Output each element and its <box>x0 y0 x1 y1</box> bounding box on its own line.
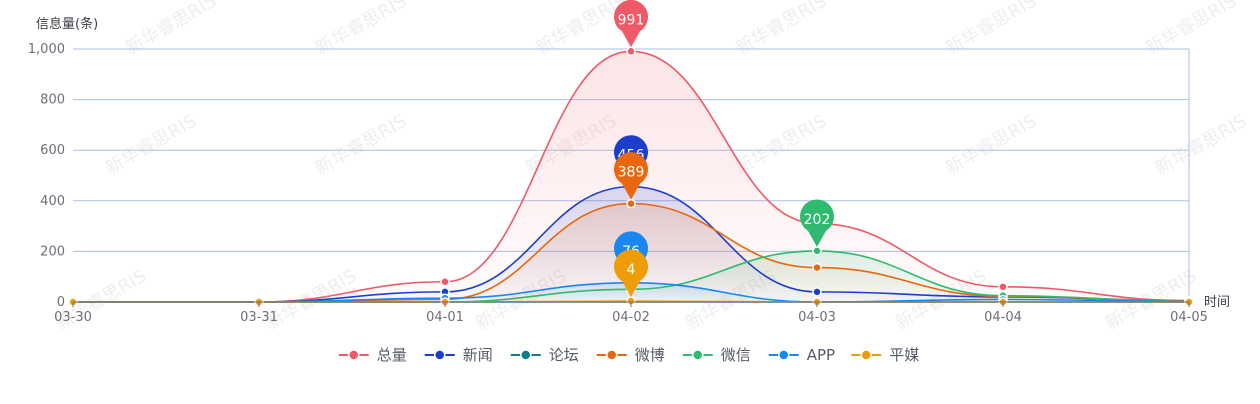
watermark-text: 新华睿思RIS <box>942 111 1040 180</box>
data-point[interactable] <box>812 262 822 273</box>
watermark-text: 新华睿思RIS <box>942 0 1040 59</box>
marker-pin-shape <box>614 249 648 297</box>
data-point[interactable] <box>998 282 1008 292</box>
legend-dot-icon <box>606 349 618 361</box>
peak-label: 389 <box>618 165 645 181</box>
legend-label: APP <box>807 346 835 364</box>
legend-dot-icon <box>860 349 872 361</box>
watermark-text: 新华睿思RIS <box>122 0 220 59</box>
y-tick-label: 400 <box>40 194 65 209</box>
watermark-text: 新华睿思RIS <box>732 111 830 180</box>
data-point[interactable] <box>440 277 450 287</box>
legend-label: 总量 <box>377 346 407 364</box>
peak-marker: 991 <box>614 0 648 48</box>
y-tick-label: 200 <box>40 244 65 259</box>
legend-item[interactable]: APP <box>768 346 835 364</box>
axis-layer: 信息量(条) 时间 0 200 400 600 800 1,000 03-30 03-31 04… <box>28 16 1230 325</box>
y-axis-title: 信息量(条) <box>36 16 98 32</box>
peak-marker: 4 <box>614 249 648 297</box>
data-point[interactable] <box>812 287 822 297</box>
watermark-text: 新华睿思RIS <box>532 0 630 59</box>
legend-item[interactable]: 总量 <box>338 346 407 364</box>
series-area <box>73 250 1189 302</box>
legend-item[interactable]: 论坛 <box>510 346 579 364</box>
legend: 总量 新闻 论坛 微博 微信 APP 平媒 <box>338 346 919 364</box>
watermark-text: 新华睿思RIS <box>312 0 410 59</box>
watermark-text: 新华睿思RIS <box>732 0 830 59</box>
x-tick-label: 04-03 <box>798 310 836 325</box>
peak-marker: 389 <box>614 152 648 200</box>
x-axis-title: 时间 <box>1204 295 1230 310</box>
data-point[interactable] <box>812 246 822 256</box>
x-tick-label: 04-04 <box>984 310 1022 325</box>
legend-label: 微博 <box>635 346 665 364</box>
legend-label: 平媒 <box>889 346 919 364</box>
peak-label: 202 <box>804 212 831 228</box>
watermark-text: 新华睿思RIS <box>312 111 410 180</box>
legend-item[interactable]: 新闻 <box>424 346 493 364</box>
peak-marker: 202 <box>800 199 835 247</box>
watermark-text: 新华睿思RIS <box>1142 0 1240 59</box>
watermark-text: 新华睿思RIS <box>1152 111 1250 180</box>
y-tick-label: 1,000 <box>28 42 65 57</box>
y-tick-label: 600 <box>40 143 65 158</box>
marker-pin-shape <box>800 199 835 247</box>
pin-layer: 991456389202764 <box>614 0 835 297</box>
legend-dot-icon <box>778 349 790 361</box>
x-tick-label: 03-30 <box>54 310 92 325</box>
legend-label: 论坛 <box>549 346 579 364</box>
legend-dot-icon <box>520 349 532 361</box>
x-tick-label: 04-01 <box>426 310 464 325</box>
x-tick-label: 04-02 <box>612 310 650 325</box>
legend-dot-icon <box>434 349 446 361</box>
peak-label: 4 <box>627 262 636 278</box>
marker-pin-shape <box>614 0 648 48</box>
watermark-text: 新华睿思RIS <box>102 111 200 180</box>
y-tick-label: 800 <box>40 93 65 108</box>
y-tick-label: 0 <box>57 295 65 310</box>
x-tick-label: 04-05 <box>1170 310 1208 325</box>
data-point[interactable] <box>626 46 636 57</box>
legend-item[interactable]: 微博 <box>596 346 665 364</box>
peak-label: 991 <box>618 12 645 28</box>
data-point[interactable] <box>626 198 636 209</box>
legend-item[interactable]: 平媒 <box>851 346 919 364</box>
marker-pin-shape <box>614 152 648 200</box>
legend-label: 微信 <box>721 346 751 364</box>
legend-dot-icon <box>348 349 360 361</box>
legend-label: 新闻 <box>463 346 493 364</box>
x-tick-label: 03-31 <box>240 310 278 325</box>
legend-dot-icon <box>692 349 704 361</box>
legend-item[interactable]: 微信 <box>682 346 751 364</box>
